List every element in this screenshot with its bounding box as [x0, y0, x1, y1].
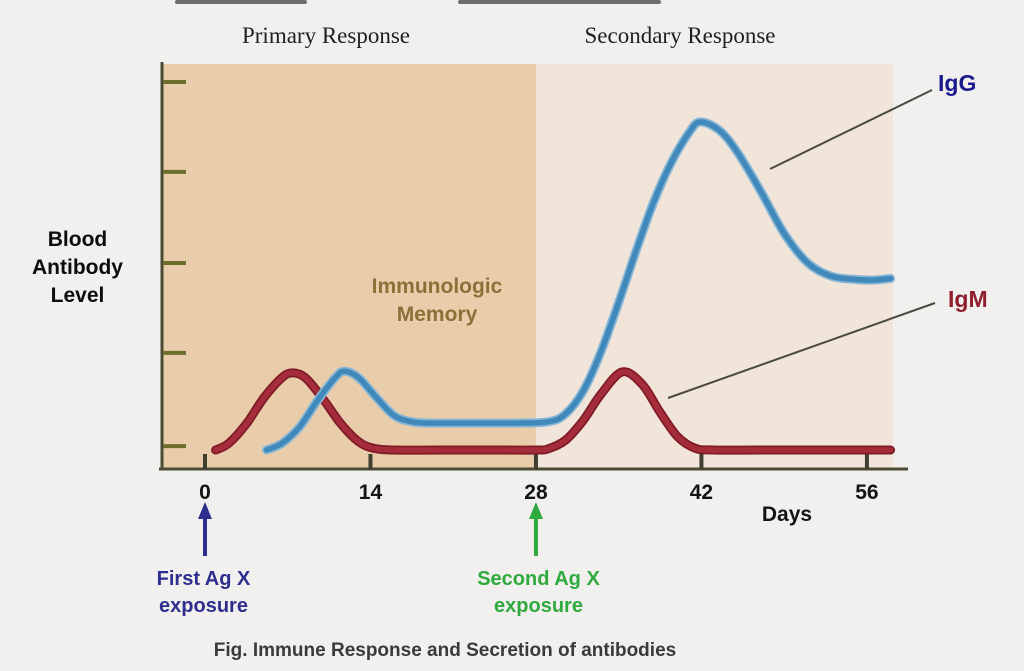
second-exposure-arrow-head [528, 502, 543, 519]
x-tick-label: 28 [524, 481, 548, 504]
leader-line-igg [769, 89, 933, 170]
figure-caption: Fig. Immune Response and Secretion of an… [213, 640, 677, 661]
leader-line-igm [667, 302, 936, 399]
cropped-artifact-bar [175, 0, 307, 4]
region-primary [161, 64, 536, 469]
x-tick-label: 0 [199, 481, 211, 504]
immunologic-memory-label: Immunologic Memory [371, 275, 503, 326]
secondary-response-heading: Secondary Response [584, 23, 776, 48]
y-axis-title: Blood Antibody Level [32, 228, 123, 307]
cropped-artifact-bar [458, 0, 661, 4]
first-exposure-arrow-head [198, 502, 212, 519]
second-exposure-label: Second Ag X exposure [477, 568, 600, 617]
x-tick-label: 42 [690, 481, 713, 504]
region-secondary [535, 64, 893, 469]
series-igm-edge [211, 367, 896, 455]
first-exposure-label: First Ag X exposure [156, 568, 251, 617]
primary-response-heading: Primary Response [241, 23, 410, 48]
igm-series-label: IgM [948, 286, 988, 312]
x-tick-label: 56 [855, 481, 878, 504]
igg-series-label: IgG [938, 70, 977, 96]
series-igm-curve [212, 368, 894, 453]
x-tick-label: 14 [359, 481, 383, 504]
x-axis-title: Days [761, 503, 813, 526]
